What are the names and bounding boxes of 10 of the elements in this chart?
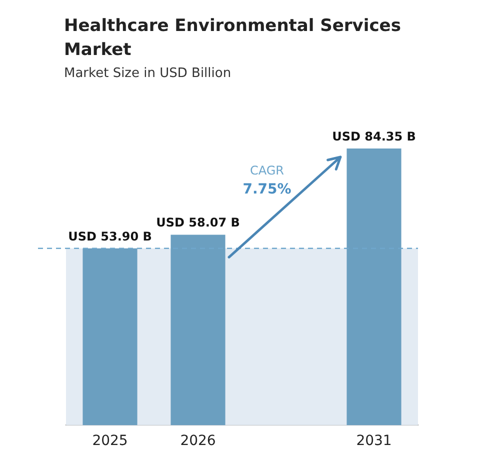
x-tick-label: 2026 — [180, 433, 216, 450]
data-label: USD 53.90 B — [68, 229, 152, 244]
chart-title: Healthcare Environmental Services Market — [64, 15, 402, 62]
x-tick-label: 2025 — [92, 433, 128, 450]
data-label: USD 58.07 B — [156, 216, 240, 230]
data-label: USD 84.35 B — [332, 130, 416, 144]
annotation: 7.75% — [242, 182, 292, 198]
x-tick-label: 2031 — [356, 433, 392, 450]
chart-subtitle: Market Size in USD Billion — [64, 66, 232, 81]
annotation: CAGR — [250, 164, 284, 178]
